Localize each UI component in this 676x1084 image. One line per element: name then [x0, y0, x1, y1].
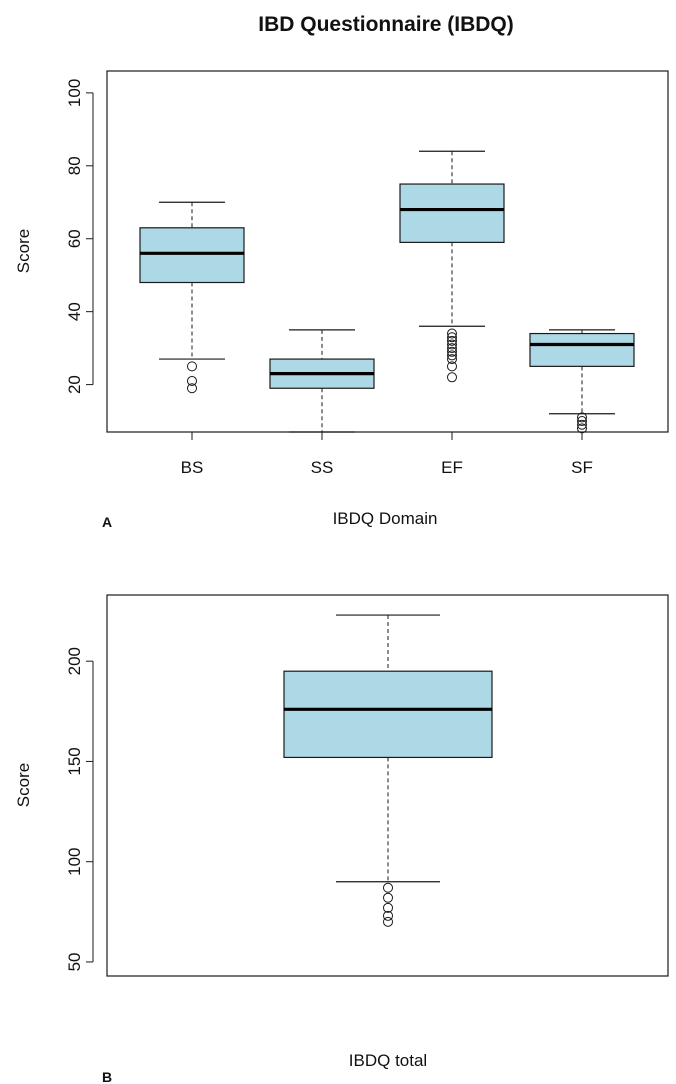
chart-a-outlier	[577, 423, 587, 434]
chart-a-box-bs	[139, 227, 245, 284]
chart-a-title: IBD Questionnaire (IBDQ)	[258, 13, 514, 36]
chart-a-outlier	[187, 383, 197, 394]
chart-a-y-tick-label: 40	[65, 302, 84, 321]
chart-a-outlier	[447, 332, 457, 343]
chart-a-outlier	[447, 335, 457, 346]
chart-a-outlier	[447, 328, 457, 339]
chart-b-plot-frame	[106, 594, 669, 977]
chart-b-box-total	[283, 670, 493, 759]
chart-a-x-tick-label: SS	[311, 458, 334, 477]
chart-b-outlier	[383, 882, 393, 893]
chart-b-outlier	[383, 910, 393, 921]
chart-a-y-tick-label: 20	[65, 375, 84, 394]
chart-a-outlier	[577, 419, 587, 430]
chart-a-outlier	[577, 416, 587, 427]
chart-a-x-tick-label: SF	[571, 458, 593, 477]
chart-a-panel-label: A	[102, 514, 112, 530]
chart-a-outlier	[447, 339, 457, 350]
chart-b-y-tick-label: 150	[65, 747, 84, 775]
chart-a-outlier	[187, 361, 197, 372]
chart-a-box-ef	[399, 183, 505, 243]
chart-a-x-axis-label: IBDQ Domain	[333, 509, 438, 528]
chart-a-y-tick-label: 60	[65, 229, 84, 248]
chart-a-y-tick-label: 100	[65, 79, 84, 107]
chart-b-y-tick-label: 100	[65, 848, 84, 876]
chart-a: 20 40 60 80 100 BS SS EF SF	[65, 79, 635, 477]
chart-a-outlier	[447, 346, 457, 357]
chart-a-outlier	[577, 412, 587, 423]
chart-b-y-tick-label: 50	[65, 953, 84, 972]
chart-b-outlier	[383, 892, 393, 903]
chart-b-outlier	[383, 902, 393, 913]
chart-a-outlier	[447, 372, 457, 383]
chart-a-plot-frame	[106, 70, 669, 433]
chart-b-y-axis-label: Score	[14, 763, 33, 807]
chart-b-y-tick-label: 200	[65, 647, 84, 675]
chart-a-y-axis-label: Score	[14, 229, 33, 273]
chart-a-box-sf	[529, 332, 635, 367]
chart-a-outlier	[447, 343, 457, 354]
chart-a-y-tick-label: 80	[65, 156, 84, 175]
chart-a-outlier	[447, 361, 457, 372]
chart-a-outlier	[447, 350, 457, 361]
chart-a-outlier	[447, 354, 457, 365]
chart-a-outlier	[187, 375, 197, 386]
chart-b: 50 100 150 200	[65, 614, 493, 972]
chart-a-x-tick-label: EF	[441, 458, 463, 477]
chart-b-panel-label: B	[102, 1069, 112, 1084]
chart-b-x-axis-label: IBDQ total	[349, 1051, 427, 1070]
chart-b-outlier	[383, 916, 393, 927]
chart-a-x-tick-label: BS	[181, 458, 204, 477]
